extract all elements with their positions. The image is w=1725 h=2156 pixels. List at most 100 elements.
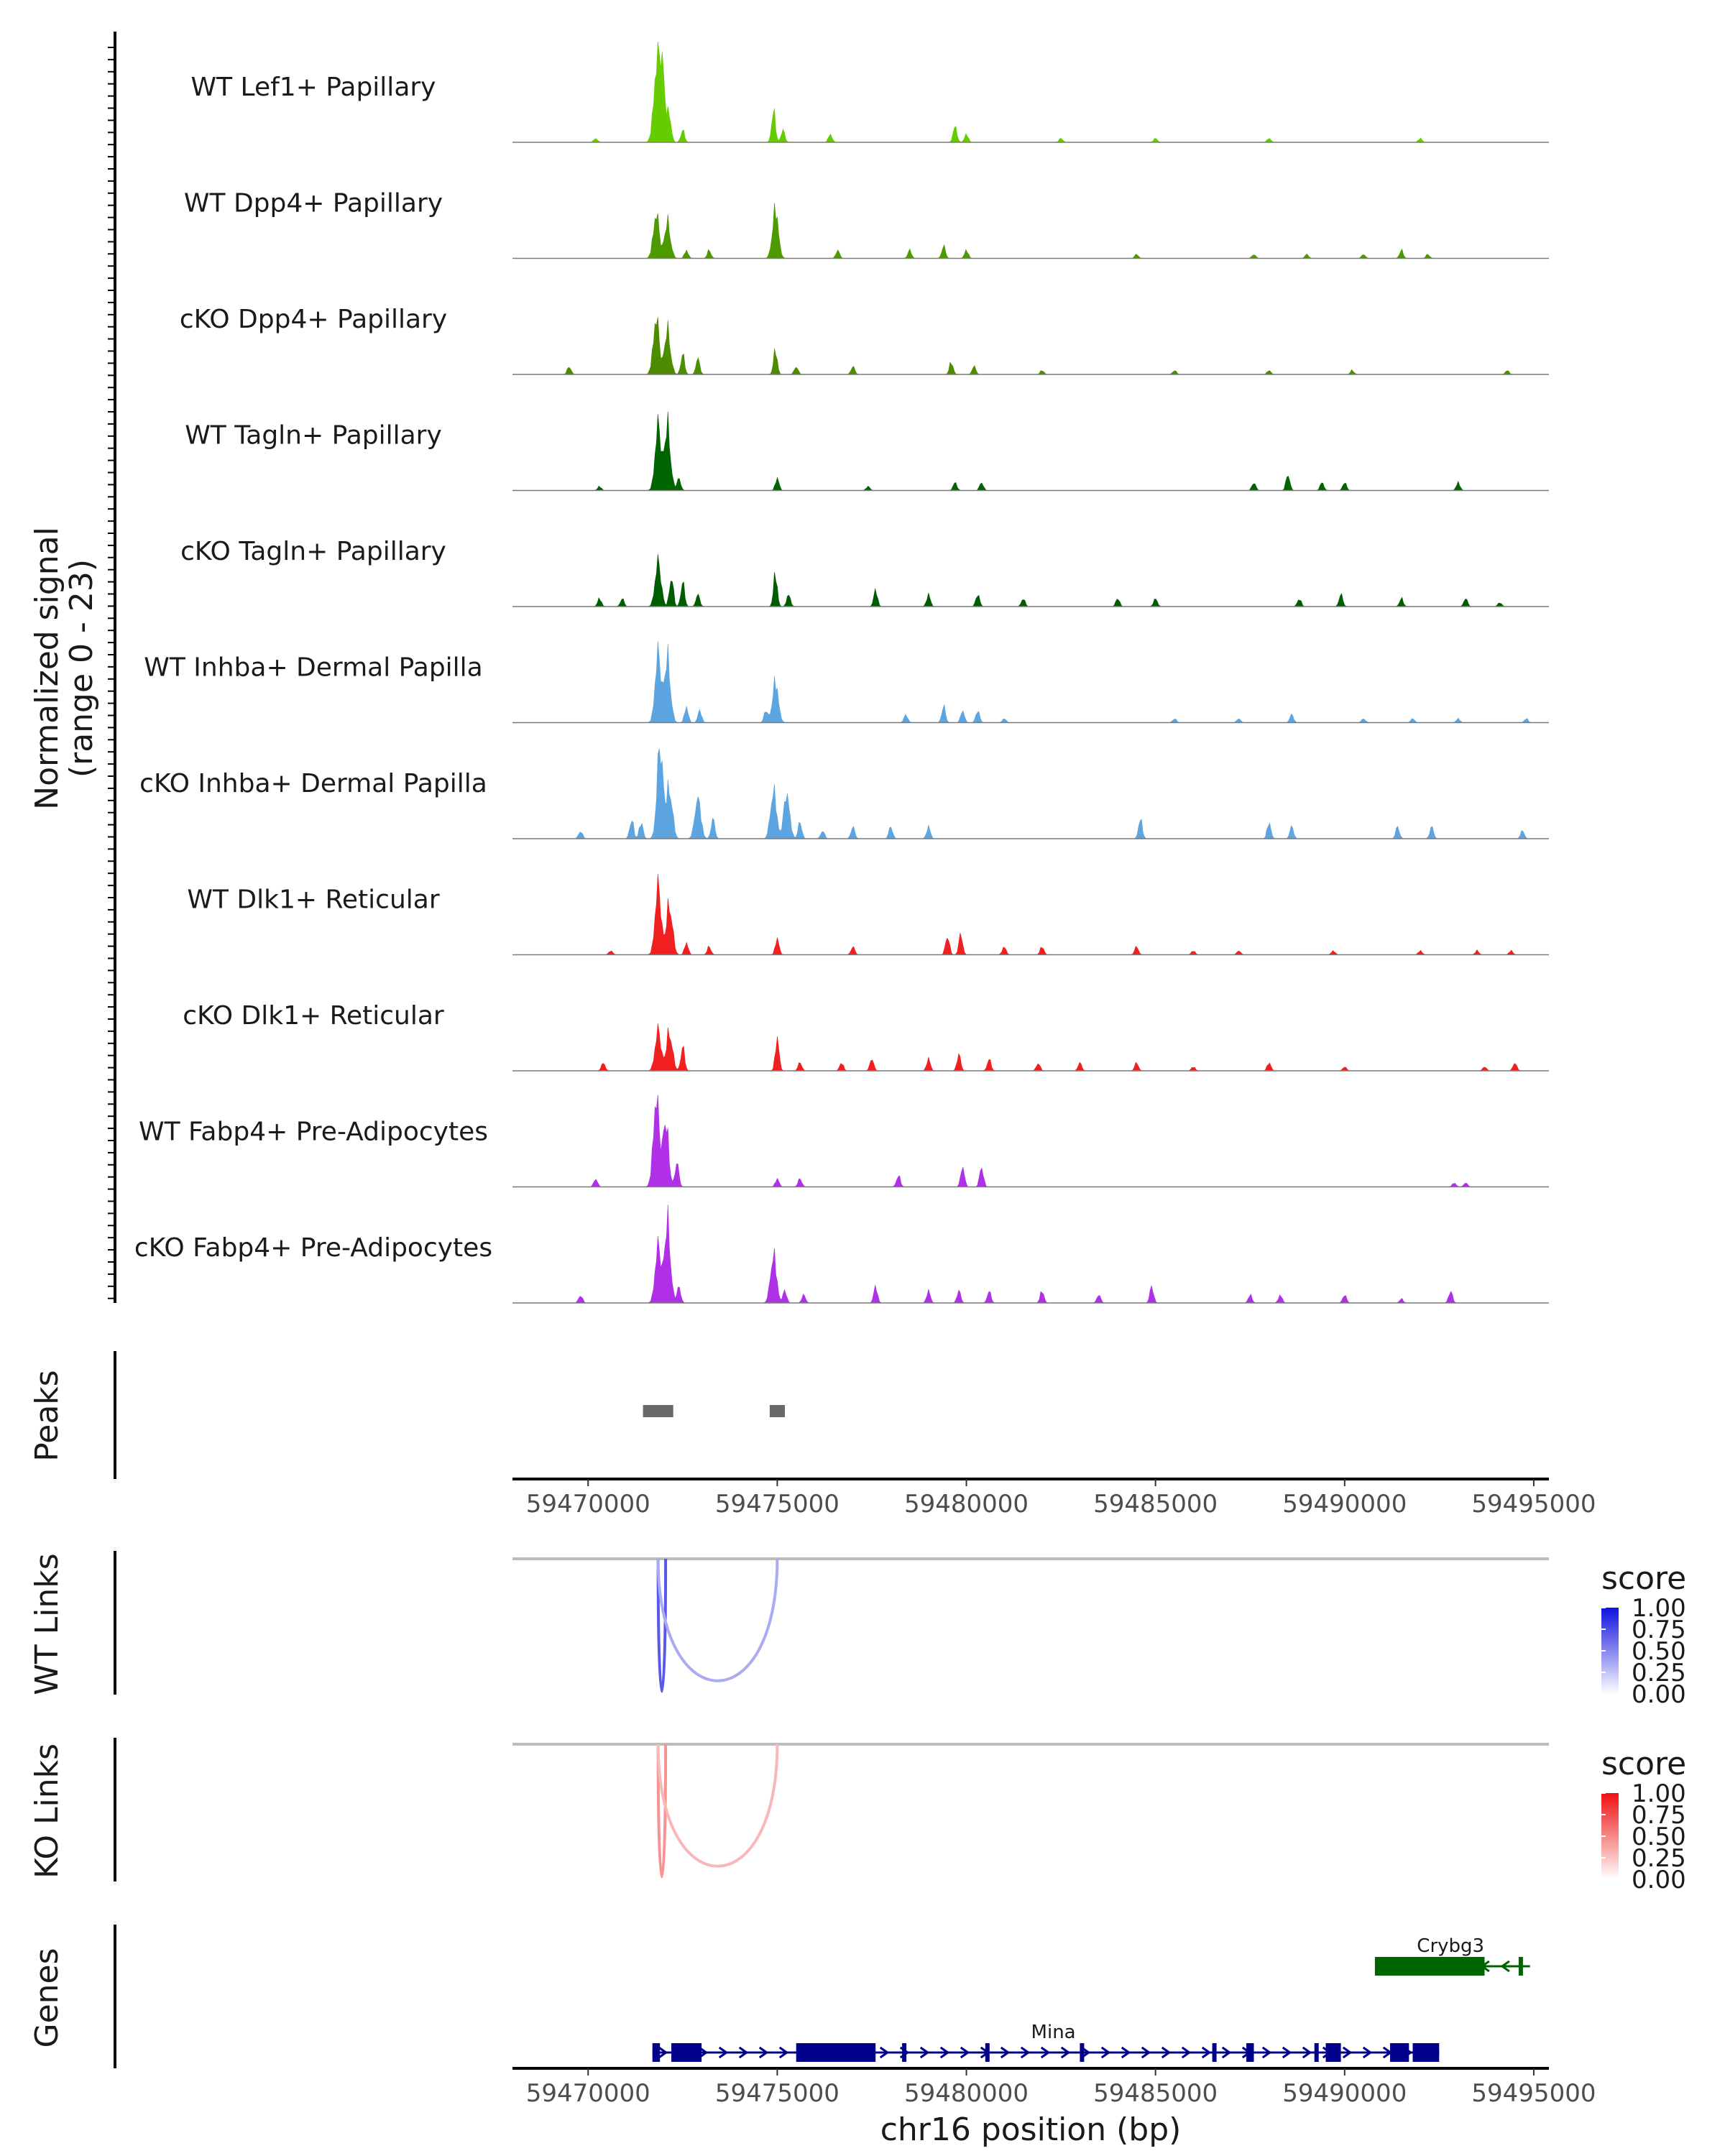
ko-links-label: KO Links [29,1743,65,1879]
link-arc [656,1558,779,1682]
x-tick-label: 59480000 [904,2079,1029,2108]
legend-tick-label: 0.75 [1632,1801,1686,1830]
gene-exon [1325,2043,1341,2062]
coverage-signal-area [512,874,1549,955]
legend-title: score [1601,1560,1686,1597]
coverage-signal-area [512,641,1549,723]
x-axis-title: chr16 position (bp) [880,2111,1182,2148]
x-axis-peaks: 59470000 59475000 59480000 59485000 59490000… [512,1478,1596,1519]
strand-chevron [1282,2046,1292,2059]
strand-chevron [1201,2046,1212,2059]
coverage-track: WT Dpp4+ Papillary [184,189,1549,259]
coverage-track-label: WT Dlk1+ Reticular [187,885,439,915]
strand-chevron [1100,2046,1111,2059]
gene-models: Mina Crybg3 [652,1935,1530,2062]
wt-links-arcs [512,1557,1549,1693]
wt-links-label: WT Links [29,1553,65,1695]
peak-region [643,1405,673,1417]
coverage-signal-area [512,317,1549,375]
gene-exon [1246,2043,1254,2062]
coverage-signal-area [512,748,1549,839]
x-tick-label: 59475000 [715,1490,840,1519]
strand-chevron [1161,2046,1172,2059]
gene-exon [1390,2043,1409,2062]
legend-tick-label: 0.50 [1632,1637,1686,1666]
gene-exon [1080,2043,1085,2062]
x-tick-label: 59490000 [1282,2079,1407,2108]
ko-links-arcs [512,1743,1549,1879]
coverage-track-label: WT Inhba+ Dermal Papilla [144,653,482,683]
coverage-tracks: WT Lef1+ Papillary WT Dpp4+ Papillary cKO … [134,41,1549,1304]
coverage-track-label: cKO Dpp4+ Papillary [180,305,447,334]
x-tick-label: 59470000 [526,1490,650,1519]
strand-chevron [658,2046,668,2059]
gene-name-label: Mina [1031,2022,1076,2043]
gene-exon [1314,2043,1319,2062]
strand-chevron [1500,1960,1510,1973]
legend-tick-label: 0.25 [1632,1659,1686,1687]
gene-exon [1412,2043,1440,2062]
strand-chevron [1121,2046,1131,2059]
gene-exon [652,2043,661,2062]
coverage-track-label: cKO Tagln+ Papillary [180,537,446,566]
strand-chevron [738,2046,749,2059]
x-tick-label: 59485000 [1093,1490,1218,1519]
strand-chevron [1221,2046,1232,2059]
coverage-ylabel-line1: Normalized signal [29,527,65,810]
legend-title: score [1601,1746,1686,1782]
coverage-track: cKO Inhba+ Dermal Papilla [139,748,1549,839]
strand-chevron [758,2046,769,2059]
legend-tick-label: 0.50 [1632,1823,1686,1851]
gene-name-label: Crybg3 [1417,1935,1484,1957]
coverage-track-label: WT Tagln+ Papillary [185,421,442,451]
coverage-track: cKO Fabp4+ Pre-Adipocytes [134,1204,1549,1304]
strand-chevron [1000,2046,1011,2059]
coverage-signal-area [512,554,1549,607]
coverage-signal-area [512,1023,1549,1072]
coverage-track: cKO Dpp4+ Papillary [180,305,1549,375]
coverage-track: WT Fabp4+ Pre-Adipocytes [139,1095,1549,1188]
strand-chevron [1181,2046,1192,2059]
strand-chevron [919,2046,930,2059]
peak-region [769,1405,785,1417]
strand-chevron [1060,2046,1071,2059]
gene-exon [985,2043,990,2062]
coverage-track: WT Dlk1+ Reticular [187,874,1549,956]
x-tick-label: 59475000 [715,2079,840,2108]
coverage-ylabel-line2: (range 0 - 23) [63,559,100,778]
strand-chevron [778,2046,789,2059]
coverage-track-label: WT Dpp4+ Papillary [184,189,443,218]
coverage-signal-area [512,1204,1549,1304]
gene-exon [1374,1957,1485,1976]
legend-tick-label: 1.00 [1632,1779,1686,1808]
legend-tick-label: 0.25 [1632,1844,1686,1873]
coverage-track-label: cKO Inhba+ Dermal Papilla [139,769,487,798]
link-arc [656,1743,779,1868]
strand-chevron [1040,2046,1051,2059]
strand-chevron [1261,2046,1272,2059]
coverage-track-label: cKO Dlk1+ Reticular [183,1001,444,1031]
coverage-signal-area [512,41,1549,143]
legend-tick-label: 0.75 [1632,1616,1686,1644]
peaks-track-label: Peaks [29,1370,65,1461]
gene-exon [1212,2043,1217,2062]
coverage-track: cKO Tagln+ Papillary [180,537,1549,607]
coverage-track-label: cKO Fabp4+ Pre-Adipocytes [134,1233,492,1263]
coverage-track: WT Lef1+ Papillary [191,41,1549,143]
x-tick-label: 59495000 [1471,2079,1596,2108]
strand-chevron [960,2046,970,2059]
coverage-signal-area [512,203,1549,259]
gene-model: Crybg3 [1374,1935,1530,1976]
coverage-track: cKO Dlk1+ Reticular [183,1001,1549,1072]
coverage-track-label: WT Fabp4+ Pre-Adipocytes [139,1118,488,1147]
gene-exon [1518,1957,1523,1976]
gene-exon [671,2043,702,2062]
genes-track-label: Genes [29,1948,65,2047]
strand-chevron [718,2046,729,2059]
legend-tick-label: 1.00 [1632,1594,1686,1623]
legend-tick-label: 0.00 [1632,1866,1686,1894]
x-tick-label: 59470000 [526,2079,650,2108]
x-axis-genes: 59470000 59475000 59480000 59485000 59490000… [512,2067,1596,2108]
